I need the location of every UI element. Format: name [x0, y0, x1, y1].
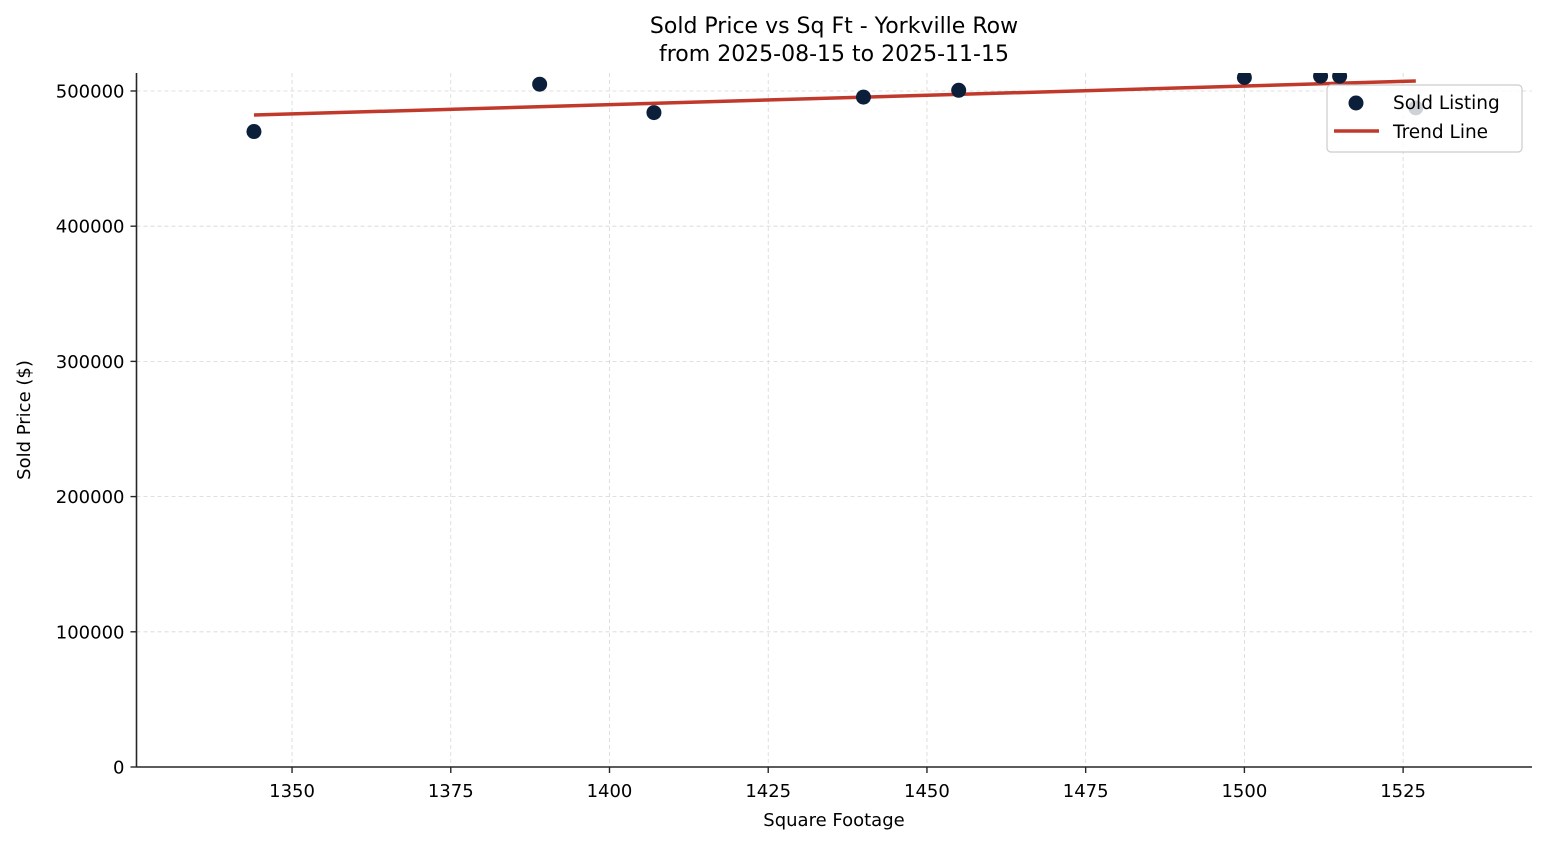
chart-subtitle: from 2025-08-15 to 2025-11-15: [659, 42, 1009, 67]
x-tick-label: 1425: [745, 781, 791, 802]
legend-label-sold-listing: Sold Listing: [1393, 93, 1500, 114]
y-tick-label: 0: [113, 758, 124, 779]
trend-line: [253, 79, 1416, 117]
y-tick-label: 300000: [56, 352, 125, 373]
x-tick-label: 1350: [269, 781, 315, 802]
y-tick-label: 100000: [56, 622, 125, 643]
y-tick-label: 200000: [56, 487, 125, 508]
grid-lines: [136, 73, 1532, 768]
data-point: [532, 76, 548, 92]
legend: Sold Listing Trend Line: [1326, 84, 1523, 153]
x-tick-label: 1450: [904, 781, 950, 802]
chart-title: Sold Price vs Sq Ft - Yorkville Row: [650, 14, 1018, 39]
data-point: [1332, 73, 1348, 84]
axes: [135, 73, 1532, 768]
x-tick-label: 1525: [1380, 781, 1426, 802]
x-axis-label: Square Footage: [763, 810, 904, 831]
data-point: [1236, 73, 1252, 85]
dot-marker-icon: [1348, 95, 1364, 111]
x-tick-label: 1400: [587, 781, 633, 802]
data-point: [855, 89, 871, 105]
x-axis-ticks: 1350 1375 1400 1425 1450 1475 1500 1525: [269, 767, 1426, 802]
legend-box: [1326, 84, 1523, 153]
data-point: [951, 82, 967, 98]
data-point: [1313, 73, 1329, 84]
data-point: [246, 124, 262, 140]
x-tick-label: 1500: [1221, 781, 1267, 802]
x-tick-label: 1475: [1063, 781, 1109, 802]
y-tick-label: 500000: [56, 81, 125, 102]
y-axis-label: Sold Price ($): [14, 360, 35, 480]
y-axis-ticks: 0 100000 200000 300000 400000 500000: [56, 81, 137, 779]
trend-line-path: [253, 79, 1416, 117]
scatter-points: [246, 73, 1424, 140]
x-tick-label: 1375: [428, 781, 474, 802]
legend-label-trend-line: Trend Line: [1392, 122, 1488, 143]
data-point: [646, 105, 662, 121]
y-tick-label: 400000: [56, 217, 125, 238]
